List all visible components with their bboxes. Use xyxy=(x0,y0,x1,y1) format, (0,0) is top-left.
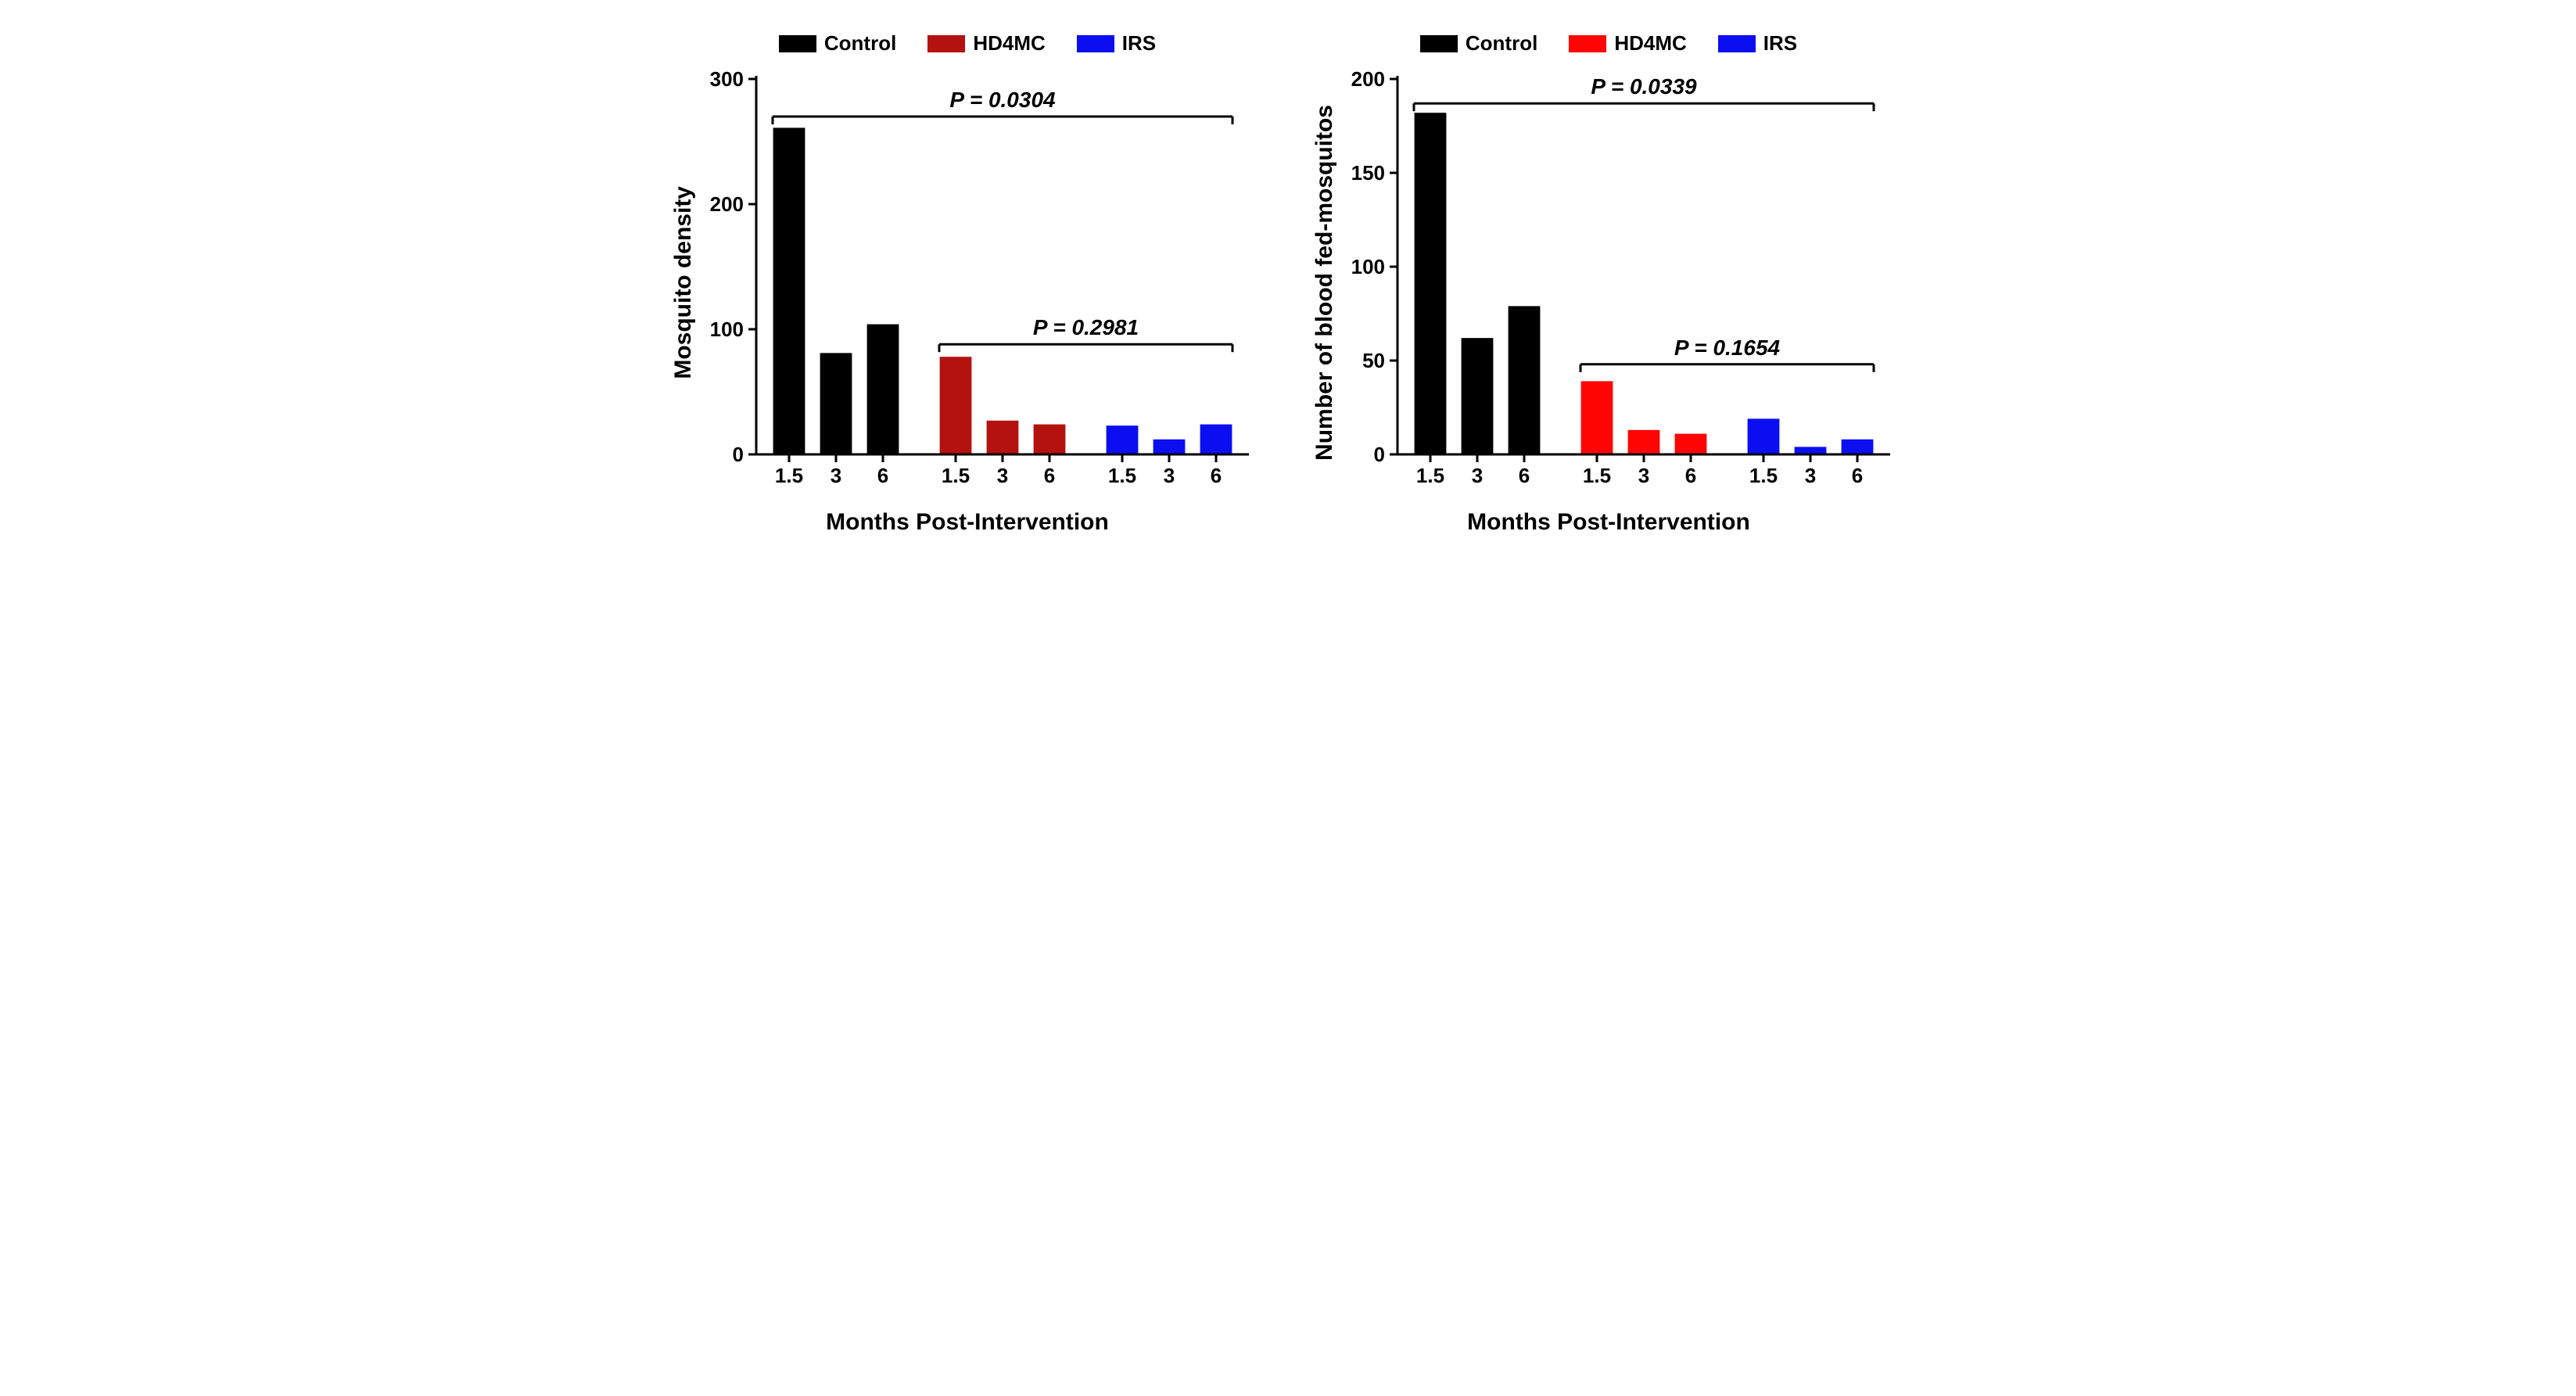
legend-label-hd4mc: HD4MC xyxy=(973,31,1045,56)
chart-wrap-left: Mosquito density 0 100 200 300 1.5 3 6 1.5 3 6 1.5… xyxy=(670,63,1265,501)
bar xyxy=(1200,425,1232,454)
x-tick-label: 3 xyxy=(1164,464,1175,487)
x-tick-label: 6 xyxy=(1852,464,1863,487)
y-tick-label: 100 xyxy=(710,318,744,341)
legend-label-irs: IRS xyxy=(1763,31,1797,56)
panel-left: Control HD4MC IRS Mosquito density 0 100 2… xyxy=(670,31,1265,536)
bar xyxy=(1415,113,1447,454)
x-tick-label: 6 xyxy=(1519,464,1530,487)
x-tick-label: 6 xyxy=(1044,464,1055,487)
panel-right: Control HD4MC IRS Number of blood fed-mo… xyxy=(1311,31,1906,536)
ylabel-left: Mosquito density xyxy=(670,186,697,379)
bar xyxy=(1153,440,1186,454)
legend-label-control: Control xyxy=(824,31,896,56)
y-tick-label: 150 xyxy=(1351,161,1385,185)
x-tick-label: 1.5 xyxy=(1583,464,1611,487)
legend-label-irs: IRS xyxy=(1122,31,1156,56)
x-tick-label: 6 xyxy=(1211,464,1222,487)
p-value-overall: P = 0.0304 xyxy=(949,88,1056,112)
ylabel-right: Number of blood fed-mosquitos xyxy=(1311,105,1338,461)
x-tick-label: 3 xyxy=(831,464,841,487)
x-tick-label: 1.5 xyxy=(775,464,803,487)
y-tick-label: 0 xyxy=(733,443,744,466)
y-tick-label: 100 xyxy=(1351,255,1385,278)
y-tick-label: 50 xyxy=(1362,349,1385,372)
x-tick-label: 1.5 xyxy=(1749,464,1778,487)
bar xyxy=(1842,440,1874,454)
figure-container: Control HD4MC IRS Mosquito density 0 100 2… xyxy=(0,0,2576,567)
legend-label-control: Control xyxy=(1466,31,1537,56)
xlabel-right: Months Post-Intervention xyxy=(1467,509,1750,536)
y-tick-label: 200 xyxy=(1351,67,1385,91)
x-tick-label: 6 xyxy=(877,464,888,487)
legend-swatch-irs xyxy=(1718,35,1756,52)
bar xyxy=(1748,418,1780,454)
legend-item-irs-r: IRS xyxy=(1718,31,1797,56)
legend-swatch-hd4mc xyxy=(927,35,965,52)
legend-swatch-control xyxy=(779,35,816,52)
y-tick-label: 200 xyxy=(710,192,744,216)
x-tick-label: 3 xyxy=(997,464,1008,487)
legend-item-irs: IRS xyxy=(1077,31,1156,56)
legend-swatch-control xyxy=(1420,35,1458,52)
bar xyxy=(1675,434,1707,454)
chart-svg-right: 0 50 100 150 200 1.5 3 6 1.5 3 6 1.5 3 6 P = 0.0339 P =… xyxy=(1343,63,1906,501)
legend-swatch-hd4mc xyxy=(1569,35,1606,52)
x-tick-label: 1.5 xyxy=(1416,464,1444,487)
bar xyxy=(1107,425,1139,454)
legend-label-hd4mc: HD4MC xyxy=(1614,31,1686,56)
x-tick-label: 3 xyxy=(1472,464,1483,487)
legend-item-hd4mc: HD4MC xyxy=(927,31,1045,56)
bar xyxy=(987,421,1019,454)
bar xyxy=(820,353,852,454)
xlabel-left: Months Post-Intervention xyxy=(826,509,1109,536)
legend-item-hd4mc-r: HD4MC xyxy=(1569,31,1686,56)
y-tick-label: 300 xyxy=(710,67,744,91)
x-tick-label: 3 xyxy=(1805,464,1816,487)
bar xyxy=(940,357,972,454)
x-tick-label: 1.5 xyxy=(942,464,970,487)
x-tick-label: 6 xyxy=(1685,464,1696,487)
legend-right: Control HD4MC IRS xyxy=(1420,31,1797,56)
p-value-subgroup: P = 0.1654 xyxy=(1674,336,1781,360)
bar xyxy=(1034,425,1066,454)
bar xyxy=(773,127,805,454)
legend-swatch-irs xyxy=(1077,35,1114,52)
bar xyxy=(1462,338,1494,454)
bar xyxy=(1581,381,1613,454)
legend-left: Control HD4MC IRS xyxy=(779,31,1156,56)
y-tick-label: 0 xyxy=(1374,443,1385,466)
legend-item-control-r: Control xyxy=(1420,31,1537,56)
x-tick-label: 1.5 xyxy=(1108,464,1136,487)
legend-item-control: Control xyxy=(779,31,896,56)
chart-svg-left: 0 100 200 300 1.5 3 6 1.5 3 6 1.5 3 6 P = 0.0304 P = 0… xyxy=(701,63,1265,501)
bar xyxy=(1628,430,1660,454)
chart-wrap-right: Number of blood fed-mosquitos 0 50 100 150 2… xyxy=(1311,63,1906,501)
bar xyxy=(867,325,899,454)
x-tick-label: 3 xyxy=(1638,464,1649,487)
bar xyxy=(1509,306,1541,454)
p-value-subgroup: P = 0.2981 xyxy=(1033,315,1139,339)
p-value-overall: P = 0.0339 xyxy=(1591,74,1697,99)
